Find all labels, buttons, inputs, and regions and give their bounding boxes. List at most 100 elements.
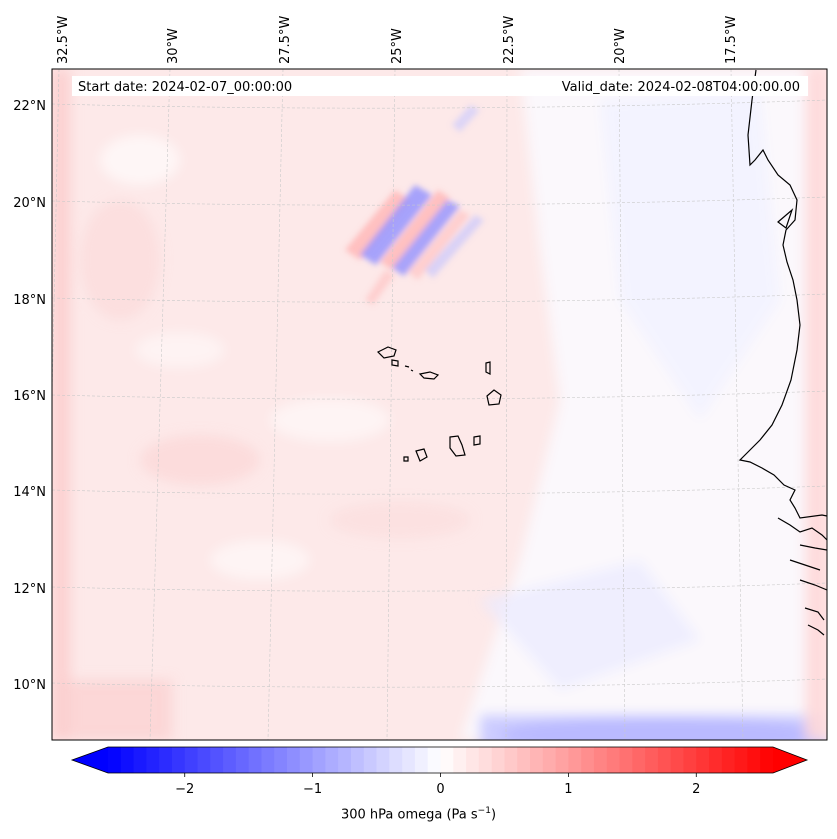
parallel-10n: [52, 678, 827, 688]
santiago-island: [449, 435, 466, 457]
colorbar-tick-label: 0: [436, 782, 444, 797]
colorbar-ticks: −2 −1 0 1 2: [175, 773, 700, 797]
map-frame: [51, 68, 828, 741]
colorbar-step: [530, 747, 544, 773]
colorbar-tick-label: 2: [692, 782, 700, 797]
colorbar-step: [261, 747, 275, 773]
lon-label-27-5w: 27.5°W: [278, 16, 293, 64]
meridian-25w: [386, 69, 396, 740]
colorbar-step: [606, 747, 621, 773]
colorbar-step: [645, 747, 659, 773]
colorbar-step: [325, 747, 339, 773]
colorbar-step: [632, 747, 646, 773]
colorbar-extend-min: [72, 747, 108, 773]
colorbar-step: [696, 747, 710, 773]
parallel-16n: [52, 390, 827, 400]
meridian-27-5w: [267, 69, 284, 740]
santo-antao-island: [376, 346, 397, 359]
colorbar-step: [159, 747, 173, 773]
colorbar-tick-label: 1: [564, 782, 572, 797]
colorbar-step: [414, 747, 429, 773]
colorbar-step: [312, 747, 327, 773]
colorbar-label-close: ): [490, 807, 497, 823]
omega-field: [52, 69, 827, 740]
colorbar-step: [184, 747, 199, 773]
colorbar-step: [248, 747, 263, 773]
colorbar-step: [517, 747, 531, 773]
lat-label-18n: 18°N: [13, 293, 46, 308]
colorbar-step: [760, 747, 774, 773]
colorbar-step: [619, 747, 633, 773]
colorbar-step: [197, 747, 211, 773]
colorbar-step: [657, 747, 672, 773]
meridian-20w: [618, 69, 626, 740]
colorbar-step: [427, 747, 442, 773]
colorbar-step: [504, 747, 518, 773]
colorbar-step: [363, 747, 378, 773]
lon-label-17-5w: 17.5°W: [724, 16, 739, 64]
colorbar-step: [491, 747, 506, 773]
colorbar-step: [235, 747, 250, 773]
parallel-20n: [52, 196, 827, 206]
colorbar-step: [133, 747, 147, 773]
valid-date-text: Valid_date: 2024-02-08T04:00:00.00: [562, 80, 800, 95]
meridian-17-5w: [730, 69, 744, 740]
meridian-22-5w: [505, 69, 508, 740]
omega-field-patches: [52, 69, 827, 740]
colorbar-label: 300 hPa omega (Pa s−1): [0, 806, 837, 822]
colorbar-step: [542, 747, 557, 773]
graticule: [52, 69, 827, 740]
colorbar-label-main: 300 hPa omega (Pa s: [340, 807, 478, 823]
colorbar-step: [683, 747, 697, 773]
africa-coastline: [738, 69, 827, 519]
colorbar-step: [670, 747, 685, 773]
meridian-30w: [149, 69, 171, 740]
lat-label-14n: 14°N: [13, 485, 46, 500]
colorbar-step: [568, 747, 582, 773]
parallel-12n: [52, 582, 827, 592]
lon-label-32-5w: 32.5°W: [56, 16, 71, 64]
lat-label-16n: 16°N: [13, 389, 46, 404]
colorbar: −2 −1 0 1 2: [70, 746, 809, 797]
colorbar-step: [478, 747, 493, 773]
guinea-bissau-coast: [777, 517, 827, 636]
colorbar-step: [376, 747, 390, 773]
colorbar-tick-label: −1: [303, 782, 322, 797]
boa-vista-island: [486, 389, 502, 406]
meridian-32-5w: [52, 69, 60, 401]
parallel-22n: [52, 99, 827, 109]
colorbar-step: [120, 747, 135, 773]
sal-island: [485, 361, 491, 375]
colorbar-label-exponent: −1: [477, 806, 491, 816]
longitude-labels: 32.5°W 30°W 27.5°W 25°W 22.5°W 20°W 17.5…: [56, 16, 739, 64]
fogo-island: [415, 448, 428, 462]
colorbar-tick-label: −2: [175, 782, 194, 797]
colorbar-steps: [72, 747, 807, 773]
colorbar-step: [338, 747, 352, 773]
sao-nicolau-island: [418, 371, 440, 380]
lon-label-25w: 25°W: [390, 28, 405, 64]
lat-label-22n: 22°N: [13, 99, 46, 114]
sao-vicente-island: [391, 359, 399, 367]
lat-label-20n: 20°N: [13, 196, 46, 211]
colorbar-step: [108, 747, 122, 773]
colorbar-step: [581, 747, 595, 773]
colorbar-step: [389, 747, 403, 773]
colorbar-step: [223, 747, 237, 773]
parallel-18n: [52, 293, 827, 303]
colorbar-step: [146, 747, 160, 773]
coastlines: [376, 69, 827, 636]
colorbar-step: [299, 747, 314, 773]
map-panel: Start date: 2024-02-07_00:00:00 Valid_da…: [51, 68, 828, 741]
colorbar-step: [210, 747, 224, 773]
colorbar-step: [171, 747, 186, 773]
colorbar-extend-max: [773, 747, 807, 773]
colorbar-step: [747, 747, 761, 773]
start-date-text: Start date: 2024-02-07_00:00:00: [78, 80, 292, 95]
colorbar-step: [721, 747, 736, 773]
colorbar-step: [709, 747, 723, 773]
colorbar-step: [440, 747, 454, 773]
senegal-inlet: [777, 208, 794, 229]
parallel-14n: [52, 485, 827, 495]
